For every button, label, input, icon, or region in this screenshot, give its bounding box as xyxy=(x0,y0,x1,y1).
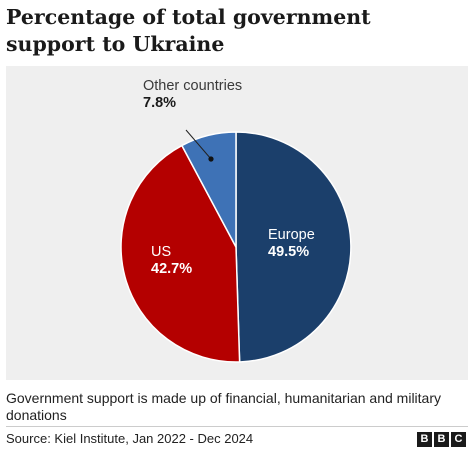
bbc-logo-letter-3: C xyxy=(451,432,466,447)
chart-title: Percentage of total government support t… xyxy=(6,5,371,56)
pie-slices xyxy=(120,131,352,363)
other-countries-leader-dot xyxy=(208,156,214,162)
slice-name-other-countries: Other countries xyxy=(143,78,243,94)
slice-value-us: 42.7% xyxy=(151,261,193,277)
chart-panel: Europe 49.5% US 42.7% Other countries 7.… xyxy=(6,66,468,380)
slice-label-us: US 42.7% xyxy=(151,244,192,278)
slice-value-europe: 49.5% xyxy=(268,244,310,260)
bbc-logo-letter-2: B xyxy=(434,432,449,447)
pie-slice-other-countries xyxy=(181,131,237,248)
slice-value-other-countries: 7.8% xyxy=(143,95,177,111)
pie-chart xyxy=(120,129,352,363)
slice-name-europe: Europe xyxy=(268,227,315,243)
slice-label-europe: Europe 49.5% xyxy=(268,227,315,261)
other-countries-leader-line xyxy=(185,129,212,160)
pie-slice-europe xyxy=(235,131,352,363)
bbc-logo-letter-1: B xyxy=(417,432,432,447)
bbc-logo: B B C xyxy=(417,432,466,447)
slice-name-us: US xyxy=(151,244,172,260)
footer-divider xyxy=(6,426,468,427)
chart-note: Government support is made up of financi… xyxy=(6,390,441,423)
slice-label-other-countries: Other countries 7.8% xyxy=(143,78,242,112)
source-text: Source: Kiel Institute, Jan 2022 - Dec 2… xyxy=(6,431,254,446)
